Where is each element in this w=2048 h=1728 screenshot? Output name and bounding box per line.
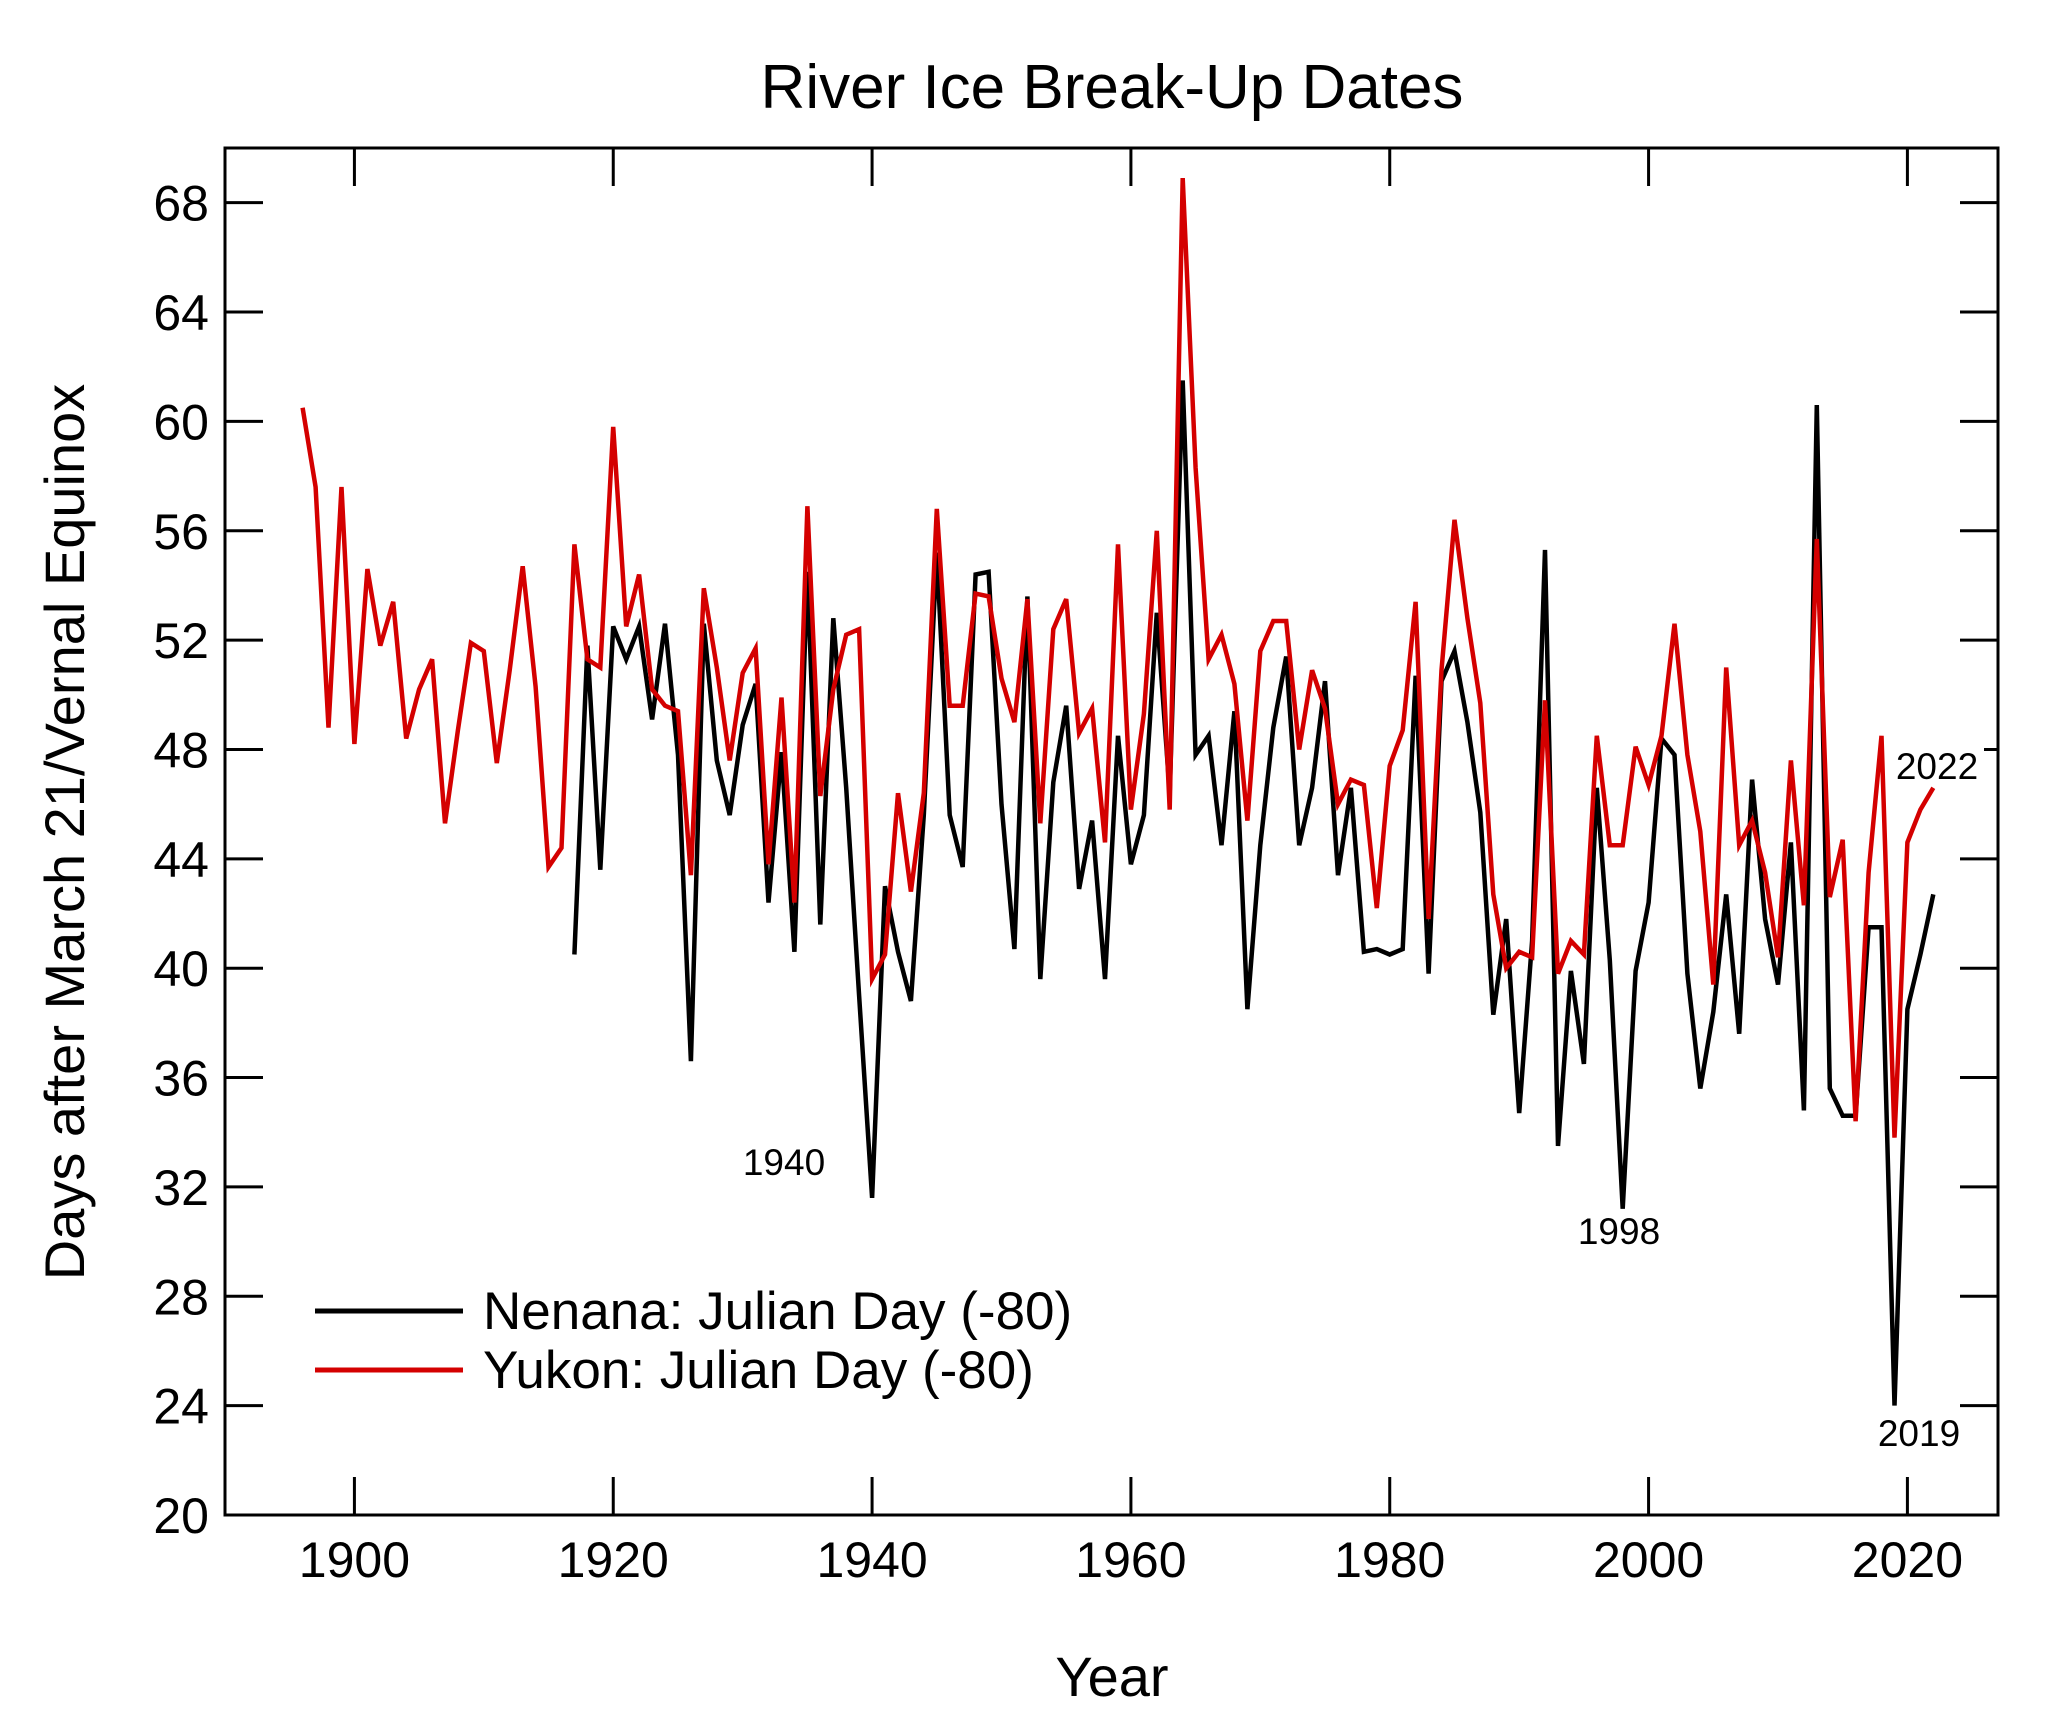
plot-frame: [223, 146, 2000, 1517]
x-axis-label: Year: [1055, 1645, 1168, 1708]
y-axis-label: Days after March 21/Vernal Equinox: [33, 384, 96, 1280]
y-tick-label: 40: [153, 941, 209, 997]
axis-ticks: 1900 1920 1940 1960 1980 2000 2020202428323640…: [153, 148, 1998, 1588]
annotation-2022: 2022: [1896, 746, 1978, 787]
y-tick-label: 48: [153, 722, 209, 778]
y-tick-label: 36: [153, 1051, 209, 1107]
x-tick-label: 2000: [1593, 1532, 1704, 1588]
y-tick-label: 32: [153, 1160, 209, 1216]
x-tick-label: 1940: [816, 1532, 927, 1588]
x-tick-label: 1960: [1075, 1532, 1186, 1588]
annotation-2019: 2019: [1878, 1413, 1960, 1454]
annotations: 1940 1998 2019 2022: [743, 745, 1984, 1454]
y-tick-label: 64: [153, 285, 209, 341]
legend-label-nenana: Nenana: Julian Day (-80): [483, 1282, 1072, 1341]
y-tick-label: 28: [153, 1269, 209, 1325]
y-tick-label: 56: [153, 504, 209, 560]
y-tick-label: 24: [153, 1379, 209, 1435]
x-tick-label: 1980: [1334, 1532, 1445, 1588]
y-tick-label: 20: [153, 1488, 209, 1544]
y-tick-label: 44: [153, 832, 209, 888]
series-line-yukon: [300, 177, 1936, 1138]
series-group: [300, 177, 1936, 1406]
chart-title: River Ice Break-Up Dates: [761, 53, 1464, 122]
annotation-2022-bg: [1890, 745, 1984, 781]
series-line-nenana: [572, 380, 1936, 1406]
x-tick-label: 2020: [1852, 1532, 1963, 1588]
x-tick-label: 1920: [558, 1532, 669, 1588]
y-tick-label: 60: [153, 394, 209, 450]
y-tick-label: 52: [153, 613, 209, 669]
annotation-1998: 1998: [1578, 1211, 1660, 1252]
y-tick-label: 68: [153, 176, 209, 232]
x-tick-label: 1900: [299, 1532, 410, 1588]
legend: Nenana: Julian Day (-80) Yukon: Julian D…: [315, 1282, 1072, 1400]
legend-label-yukon: Yukon: Julian Day (-80): [483, 1341, 1034, 1400]
annotation-1940: 1940: [743, 1142, 825, 1183]
